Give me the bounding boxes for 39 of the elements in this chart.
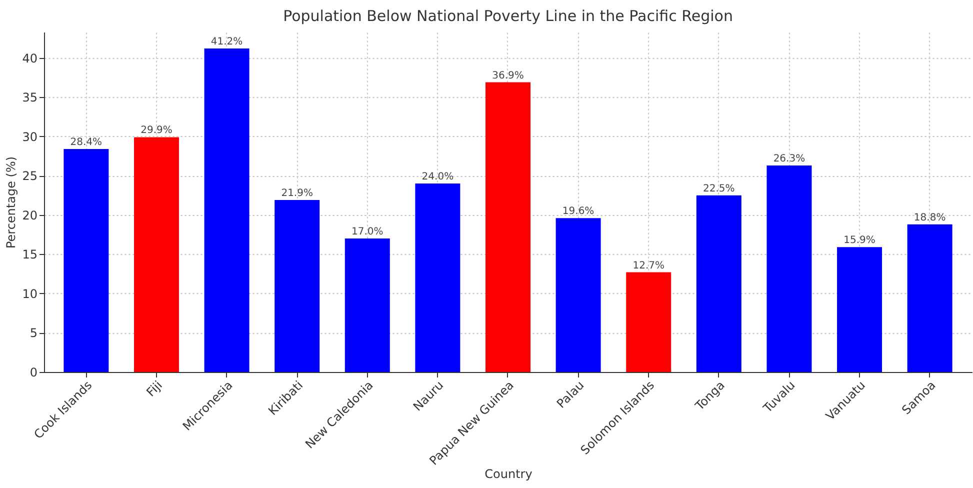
data-label: 28.4%: [70, 137, 102, 148]
y-tick-label: 20: [22, 208, 38, 222]
data-label: 36.9%: [492, 70, 524, 82]
bar: [556, 218, 601, 372]
bar: [344, 238, 390, 372]
y-tick-label: 35: [22, 90, 38, 105]
data-label: 29.9%: [140, 125, 172, 136]
y-tick-label: 5: [30, 326, 38, 340]
data-label: 24.0%: [422, 172, 454, 183]
bar: [696, 195, 742, 372]
data-label: 26.3%: [773, 153, 806, 164]
y-tick-label: 0: [30, 366, 38, 380]
y-tick-label: 40: [22, 51, 38, 66]
bar: [134, 137, 179, 372]
data-label: 18.8%: [914, 212, 946, 224]
data-label: 17.0%: [352, 226, 384, 238]
x-axis-title: Country: [484, 467, 532, 482]
bar: [626, 272, 672, 372]
bar: [415, 184, 460, 372]
bar: [486, 82, 530, 372]
y-tick-label: 10: [22, 286, 38, 301]
y-axis-title: Percentage (%): [4, 156, 18, 249]
bar: [907, 224, 952, 372]
bar: [766, 165, 812, 372]
data-label: 41.2%: [210, 36, 243, 48]
bar: [274, 200, 320, 372]
data-label: 12.7%: [632, 260, 664, 272]
x-tick-label: Fiji: [144, 378, 165, 400]
bar: [64, 149, 109, 372]
data-label: 21.9%: [281, 188, 313, 200]
y-tick-label: 30: [22, 130, 38, 144]
bar: [837, 247, 882, 372]
data-label: 22.5%: [703, 183, 735, 194]
chart-title: Population Below National Poverty Line in the Pacific Region: [283, 7, 733, 25]
data-label: 19.6%: [562, 206, 594, 218]
y-tick-label: 15: [22, 248, 38, 262]
bar: [204, 48, 250, 372]
y-tick-label: 25: [22, 169, 38, 184]
data-label: 15.9%: [844, 235, 876, 246]
